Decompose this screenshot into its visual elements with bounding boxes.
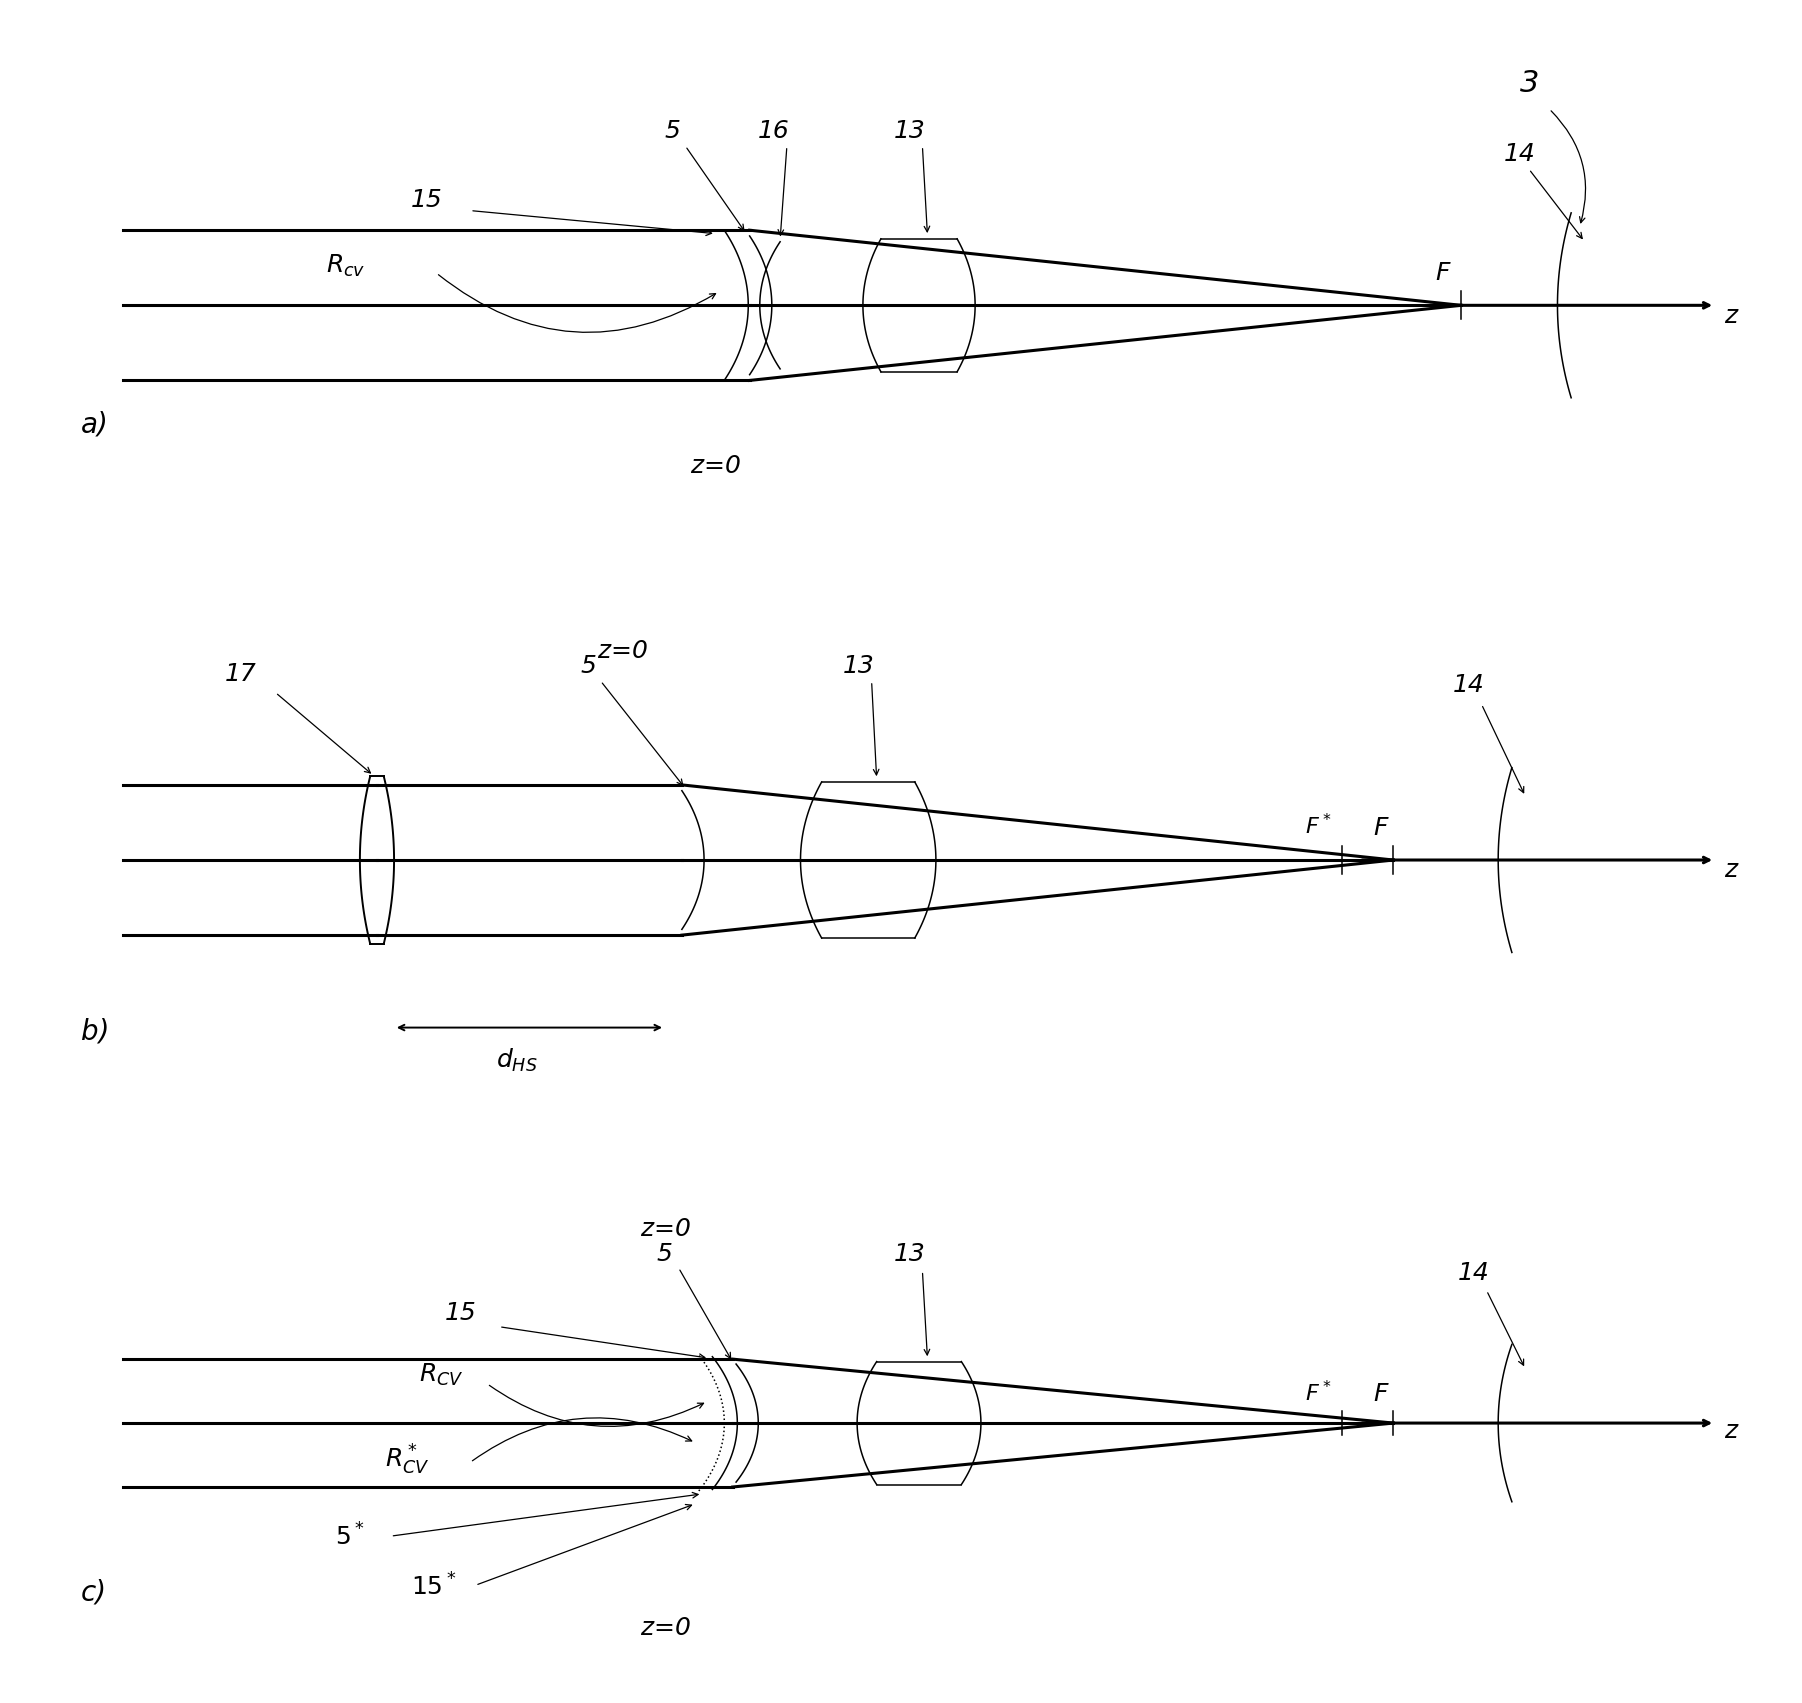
Text: 13: 13 [843,654,874,678]
Text: 14: 14 [1452,673,1485,698]
Text: 16: 16 [759,119,789,143]
Text: F: F [1436,261,1451,284]
Text: F: F [1373,1383,1388,1407]
Text: z: z [1725,1419,1737,1442]
Text: a): a) [81,410,108,438]
Text: 5: 5 [656,1241,672,1265]
Text: b): b) [81,1017,110,1046]
Text: $15^*$: $15^*$ [411,1574,456,1601]
Text: $5^*$: $5^*$ [335,1524,364,1551]
Text: F: F [1373,816,1388,840]
Text: 13: 13 [894,119,926,143]
Text: $z$=0: $z$=0 [596,639,649,662]
Text: 15: 15 [411,187,443,213]
Text: $F^*$: $F^*$ [1305,814,1332,838]
Text: $z$=0: $z$=0 [640,1616,690,1640]
Text: 14: 14 [1503,141,1535,165]
Text: $R_{cv}$: $R_{cv}$ [326,254,366,279]
Text: z: z [1725,303,1737,327]
Text: $F^*$: $F^*$ [1305,1379,1332,1405]
Text: $z$=0: $z$=0 [640,1218,690,1241]
Text: 13: 13 [894,1241,926,1265]
Text: 3: 3 [1521,68,1539,97]
Text: 5: 5 [665,119,681,143]
Text: 15: 15 [445,1301,476,1325]
Text: $z$=0: $z$=0 [690,455,741,479]
Text: $R_{CV}$: $R_{CV}$ [420,1362,463,1388]
Text: 17: 17 [225,662,256,686]
Text: z: z [1725,858,1737,882]
Text: 14: 14 [1458,1262,1490,1286]
Text: $d_{HS}$: $d_{HS}$ [496,1047,537,1075]
Text: c): c) [81,1579,106,1606]
Text: $R^*_{CV}$: $R^*_{CV}$ [386,1442,431,1477]
Text: 5: 5 [580,654,596,678]
